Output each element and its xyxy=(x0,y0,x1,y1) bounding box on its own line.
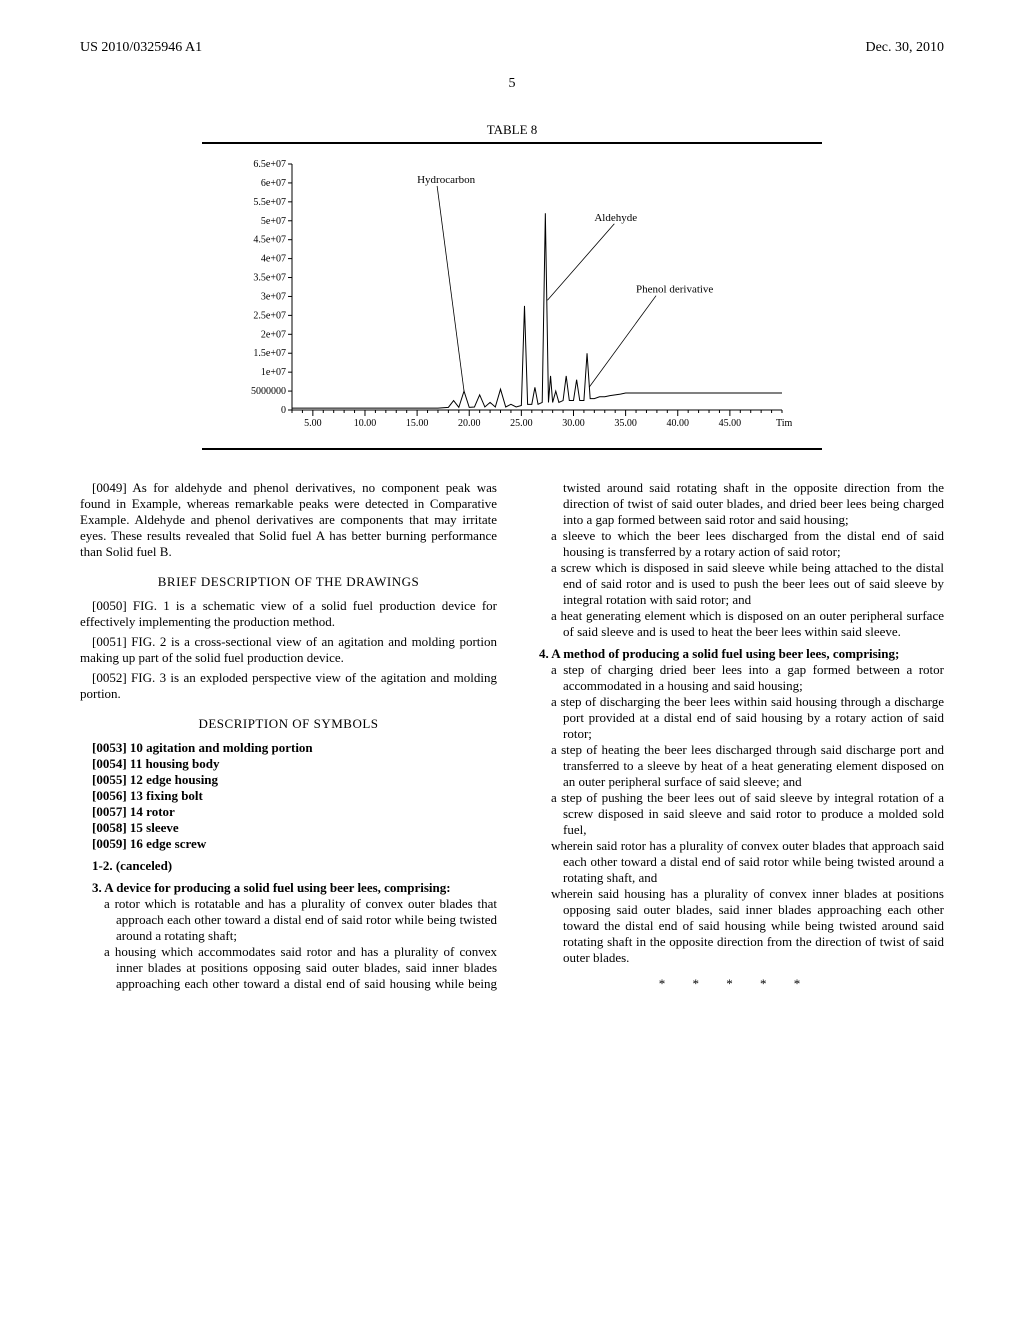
svg-text:6.5e+07: 6.5e+07 xyxy=(253,159,286,170)
svg-text:2e+07: 2e+07 xyxy=(261,329,286,340)
symbol-15: [0058] 15 sleeve xyxy=(80,820,497,836)
svg-text:20.00: 20.00 xyxy=(458,418,481,429)
claim-4c: a step of heating the beer lees discharg… xyxy=(551,742,944,790)
svg-text:1.5e+07: 1.5e+07 xyxy=(253,348,286,359)
svg-text:Time: Time xyxy=(776,418,792,429)
symbol-14: [0057] 14 rotor xyxy=(80,804,497,820)
page-number: 5 xyxy=(80,76,944,92)
para-0049: [0049] As for aldehyde and phenol deriva… xyxy=(80,480,497,560)
para-0052: [0052] FIG. 3 is an exploded perspective… xyxy=(80,670,497,702)
claim-4f: wherein said housing has a plurality of … xyxy=(551,886,944,966)
svg-text:1e+07: 1e+07 xyxy=(261,367,286,378)
symbol-10: [0053] 10 agitation and molding portion xyxy=(80,740,497,756)
symbol-13: [0056] 13 fixing bolt xyxy=(80,788,497,804)
claim-3d: a screw which is disposed in said sleeve… xyxy=(551,560,944,608)
page-header: US 2010/0325946 A1 Dec. 30, 2010 xyxy=(80,40,944,56)
claim-3: 3. A device for producing a solid fuel u… xyxy=(80,880,497,896)
svg-text:Aldehyde: Aldehyde xyxy=(594,212,637,224)
claim-3c: a sleeve to which the beer lees discharg… xyxy=(551,528,944,560)
publication-date: Dec. 30, 2010 xyxy=(865,40,944,56)
svg-text:0: 0 xyxy=(281,405,286,416)
svg-text:15.00: 15.00 xyxy=(406,418,429,429)
svg-text:Phenol derivative: Phenol derivative xyxy=(636,284,713,296)
end-stars: * * * * * xyxy=(527,976,944,992)
section-symbols: DESCRIPTION OF SYMBOLS xyxy=(80,716,497,732)
svg-text:Hydrocarbon: Hydrocarbon xyxy=(417,174,476,186)
svg-text:4e+07: 4e+07 xyxy=(261,254,286,265)
publication-number: US 2010/0325946 A1 xyxy=(80,40,202,56)
svg-text:2.5e+07: 2.5e+07 xyxy=(253,310,286,321)
claim-3e: a heat generating element which is dispo… xyxy=(551,608,944,640)
table8-label: TABLE 8 xyxy=(80,122,944,138)
body-columns: [0049] As for aldehyde and phenol deriva… xyxy=(80,480,944,999)
symbol-12: [0055] 12 edge housing xyxy=(80,772,497,788)
svg-text:5.5e+07: 5.5e+07 xyxy=(253,197,286,208)
claim-1-2: 1-2. (canceled) xyxy=(80,858,497,874)
svg-text:6e+07: 6e+07 xyxy=(261,178,286,189)
svg-text:40.00: 40.00 xyxy=(666,418,689,429)
symbol-11: [0054] 11 housing body xyxy=(80,756,497,772)
claim-4a: a step of charging dried beer lees into … xyxy=(551,662,944,694)
svg-text:4.5e+07: 4.5e+07 xyxy=(253,235,286,246)
para-0050: [0050] FIG. 1 is a schematic view of a s… xyxy=(80,598,497,630)
claim-4b: a step of discharging the beer lees with… xyxy=(551,694,944,742)
svg-text:35.00: 35.00 xyxy=(614,418,637,429)
claim-3a: a rotor which is rotatable and has a plu… xyxy=(104,896,497,944)
svg-text:10.00: 10.00 xyxy=(354,418,377,429)
claim-4e: wherein said rotor has a plurality of co… xyxy=(551,838,944,886)
claim-4d: a step of pushing the beer lees out of s… xyxy=(551,790,944,838)
claim-4: 4. A method of producing a solid fuel us… xyxy=(527,646,944,662)
svg-text:25.00: 25.00 xyxy=(510,418,533,429)
table8-chart-wrap: 0 5000000 1e+07 1.5e+07 2e+07 2.5e+07 3e+07 3.5… xyxy=(202,142,822,450)
section-drawings: BRIEF DESCRIPTION OF THE DRAWINGS xyxy=(80,574,497,590)
table8-chart: 0 5000000 1e+07 1.5e+07 2e+07 2.5e+07 3e+07 3.5… xyxy=(232,154,792,434)
svg-text:45.00: 45.00 xyxy=(719,418,742,429)
svg-text:5000000: 5000000 xyxy=(251,386,286,397)
symbol-16: [0059] 16 edge screw xyxy=(80,836,497,852)
svg-text:5.00: 5.00 xyxy=(304,418,322,429)
svg-text:5e+07: 5e+07 xyxy=(261,216,286,227)
para-0051: [0051] FIG. 2 is a cross-sectional view … xyxy=(80,634,497,666)
svg-text:3e+07: 3e+07 xyxy=(261,291,286,302)
svg-text:3.5e+07: 3.5e+07 xyxy=(253,273,286,284)
svg-text:30.00: 30.00 xyxy=(562,418,585,429)
